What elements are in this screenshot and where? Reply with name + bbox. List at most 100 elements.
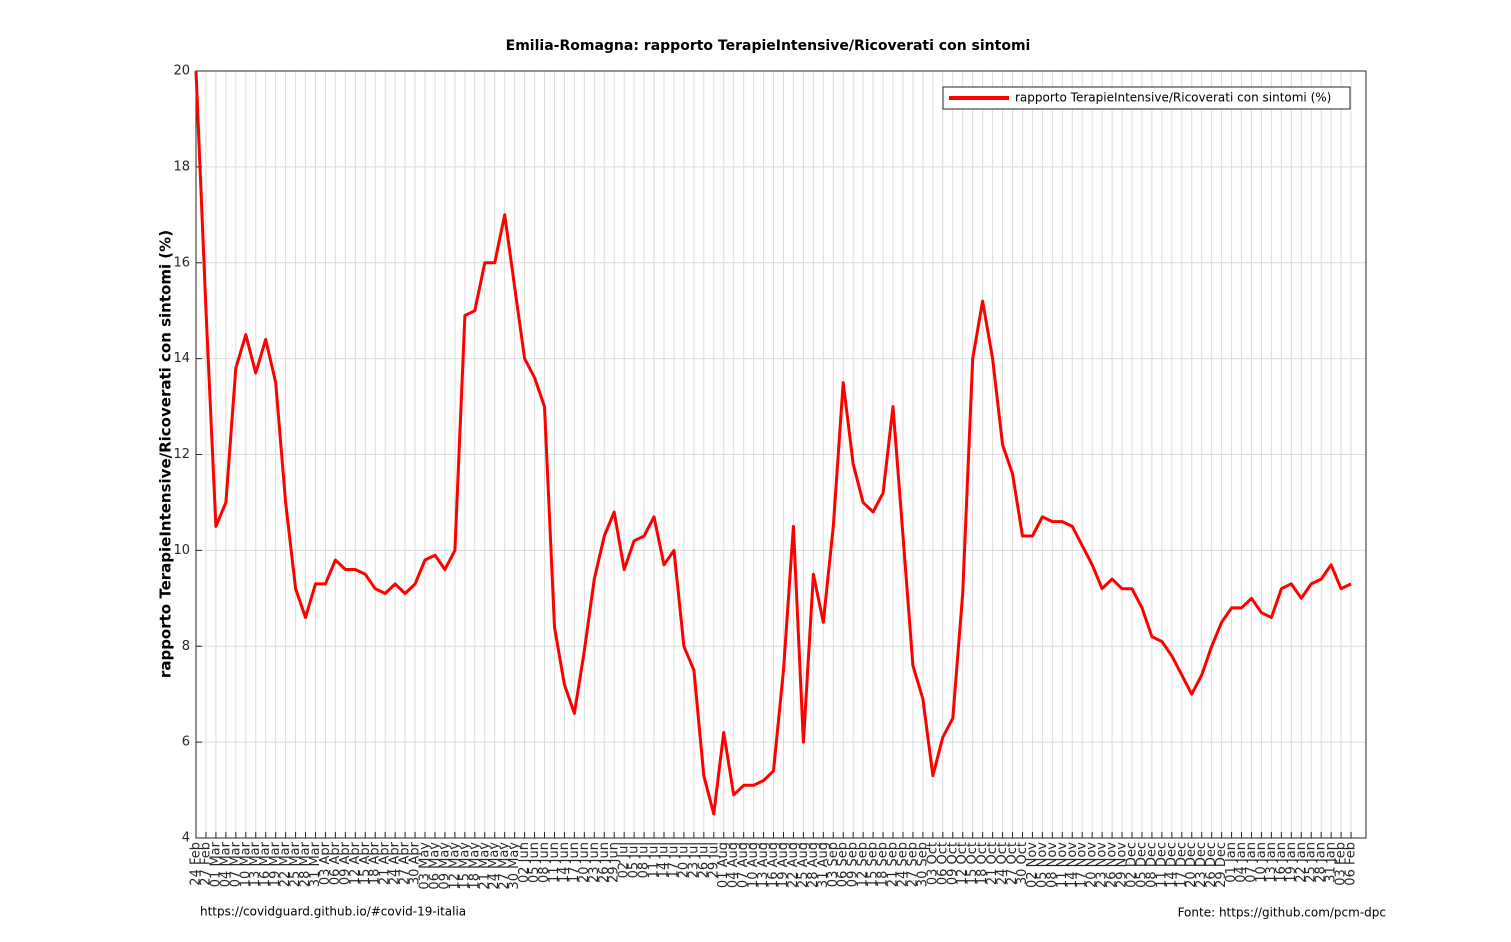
x-tick-label: 24 Apr	[388, 841, 403, 885]
x-tick-label: 23 Dec	[1194, 842, 1209, 888]
x-tick-label: 14 Dec	[1164, 842, 1179, 888]
x-tick-label: 04 Mar	[218, 841, 233, 887]
x-tick-label: 13 Jan	[1264, 842, 1279, 883]
x-tick-label: 21 May	[477, 842, 492, 890]
x-tick-label: 13 Mar	[248, 841, 263, 887]
x-tick-label: 26 Nov	[1105, 842, 1120, 888]
y-tick-label: 20	[173, 64, 190, 79]
x-tick-label: 14 Jun	[557, 842, 572, 883]
axes-box	[195, 70, 1367, 839]
x-tick-label: 15 Oct	[965, 842, 980, 885]
y-tick-label: 14	[173, 351, 190, 366]
x-tick-label: 17 Jun	[567, 842, 582, 883]
x-tick-label: 18 Apr	[368, 841, 383, 885]
x-tick-label: 09 May	[437, 842, 452, 890]
legend-label: rapporto TerapieIntensive/Ricoverati con…	[1015, 91, 1331, 105]
x-tick-label: 05 Nov	[1035, 842, 1050, 888]
x-tick-label: 28 Aug	[806, 842, 821, 888]
x-tick-label: 22 Mar	[278, 841, 293, 887]
x-tick-label: 03 Feb	[1334, 842, 1349, 886]
x-tick-label: 27 Feb	[198, 842, 213, 886]
x-tick-label: 11 Jun	[547, 842, 562, 883]
x-tick-label: 04 Jan	[1234, 842, 1249, 883]
data-line	[194, 70, 1352, 816]
x-tick-label: 16 Aug	[766, 842, 781, 888]
source-right: Fonte: https://github.com/pcm-dpc	[1178, 906, 1386, 920]
x-tick-label: 29 Nov	[1115, 842, 1130, 888]
x-tick-label: 03 Sep	[826, 842, 841, 887]
x-tick-label: 06 May	[427, 842, 442, 890]
x-tick-label: 10 Mar	[238, 841, 253, 887]
x-tick-label: 11 Nov	[1055, 842, 1070, 888]
x-tick-label: 06 Sep	[836, 842, 851, 887]
x-tick-label: 07 Aug	[736, 842, 751, 888]
x-tick-label: 12 Oct	[955, 842, 970, 885]
y-tick-label: 10	[173, 543, 190, 558]
x-tick-label: 02 Jul	[617, 842, 632, 878]
x-tick-label: 18 Sep	[876, 842, 891, 887]
x-tick-label: 19 Mar	[268, 841, 283, 887]
legend-box	[942, 86, 1351, 110]
x-tick-label: 26 Dec	[1204, 842, 1219, 888]
x-tick-label: 22 Aug	[786, 842, 801, 888]
x-tick-label: 17 Jul	[666, 842, 681, 878]
x-tick-label: 10 Jan	[1254, 842, 1269, 883]
x-tick-label: 20 Nov	[1085, 842, 1100, 888]
x-tick-label: 05 Jul	[627, 842, 642, 878]
x-tick-label: 17 Nov	[1075, 842, 1090, 888]
x-tick-label: 08 Dec	[1144, 842, 1159, 888]
x-tick-label: 04 Aug	[726, 842, 741, 888]
x-tick-label: 02 Jun	[517, 842, 532, 883]
x-tick-label: 27 Sep	[905, 842, 920, 887]
x-tick-label: 12 Sep	[856, 842, 871, 887]
x-tick-label: 09 Sep	[846, 842, 861, 887]
x-tick-label: 15 Sep	[866, 842, 881, 887]
x-tick-label: 26 Jun	[597, 842, 612, 883]
y-tick-label: 6	[182, 735, 190, 750]
x-tick-label: 08 Jun	[537, 842, 552, 883]
x-tick-label: 16 Mar	[258, 841, 273, 887]
x-tick-label: 21 Apr	[378, 841, 393, 885]
x-tick-label: 30 Sep	[915, 842, 930, 887]
x-tick-label: 11 Dec	[1154, 842, 1169, 888]
x-tick-label: 25 Mar	[288, 841, 303, 887]
y-tick-label: 4	[182, 831, 190, 846]
x-tick-label: 21 Sep	[886, 842, 901, 887]
x-tick-label: 10 Aug	[746, 842, 761, 888]
x-tick-label: 24 May	[487, 842, 502, 890]
x-tick-label: 19 Aug	[776, 842, 791, 888]
x-tick-label: 16 Jan	[1274, 842, 1289, 883]
x-tick-label: 27 May	[497, 842, 512, 890]
x-tick-label: 13 Aug	[756, 842, 771, 888]
x-tick-label: 14 Nov	[1065, 842, 1080, 888]
x-tick-label: 06 Apr	[328, 841, 343, 885]
x-tick-label: 01 Mar	[208, 841, 223, 887]
x-tick-label: 29 Jun	[607, 842, 622, 883]
x-tick-label: 01 Aug	[716, 842, 731, 888]
x-tick-label: 05 Dec	[1134, 842, 1149, 888]
x-tick-label: 18 Oct	[975, 842, 990, 885]
x-tick-label: 03 Oct	[925, 842, 940, 885]
x-tick-label: 08 Jul	[637, 842, 652, 878]
x-tick-label: 11 Jul	[647, 842, 662, 878]
x-tick-label: 09 Oct	[945, 842, 960, 885]
x-tick-label: 08 Nov	[1045, 842, 1060, 888]
x-tick-label: 27 Oct	[1005, 842, 1020, 885]
x-tick-label: 03 Apr	[318, 841, 333, 885]
x-tick-label: 02 Dec	[1125, 842, 1140, 888]
y-tick-label: 12	[173, 447, 190, 462]
x-tick-label: 24 Feb	[189, 842, 204, 886]
y-tick-label: 18	[173, 159, 190, 174]
x-tick-label: 25 Aug	[796, 842, 811, 888]
legend: rapporto TerapieIntensive/Ricoverati con…	[942, 86, 1351, 110]
x-tick-label: 01 Jan	[1224, 842, 1239, 883]
x-tick-label: 23 Jun	[587, 842, 602, 883]
x-tick-label: 06 Oct	[935, 842, 950, 885]
x-tick-label: 20 Dec	[1184, 842, 1199, 888]
x-tick-label: 24 Oct	[995, 842, 1010, 885]
x-tick-label: 05 Jun	[527, 842, 542, 883]
x-tick-label: 22 Jan	[1294, 842, 1309, 883]
x-tick-label: 18 May	[467, 842, 482, 890]
x-tick-label: 07 Jan	[1244, 842, 1259, 883]
x-tick-label: 19 Jan	[1284, 842, 1299, 883]
